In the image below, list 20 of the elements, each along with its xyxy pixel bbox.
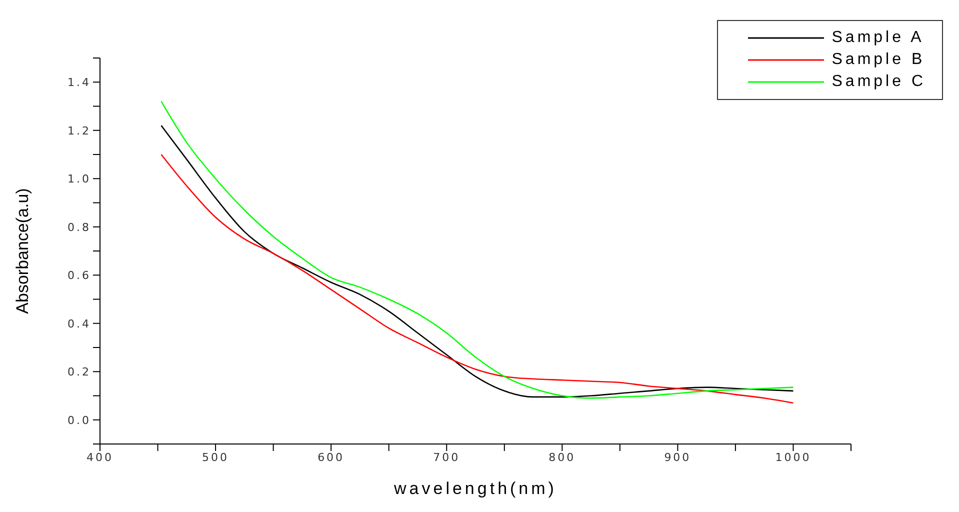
- x-tick-label: 800: [548, 450, 576, 464]
- x-axis-title: wavelength(nm): [393, 479, 557, 498]
- x-tick-label: 600: [318, 450, 345, 464]
- y-tick-label: 0.0: [68, 414, 91, 427]
- y-tick-label: 0.6: [68, 269, 91, 282]
- x-tick-label: 900: [664, 450, 692, 464]
- y-tick-label: 0.8: [68, 220, 91, 234]
- x-tick-label: 400: [86, 450, 114, 464]
- y-tick-label: 1.2: [68, 124, 91, 138]
- y-tick-label: 0.2: [68, 366, 91, 379]
- x-tick-label: 700: [433, 450, 460, 464]
- legend-label: Sample A: [832, 28, 924, 48]
- legend-label: Sample C: [832, 72, 926, 92]
- legend-label: Sample B: [832, 50, 926, 70]
- y-axis-title: Absorbance(a.u): [13, 188, 32, 314]
- x-tick-label: 500: [202, 450, 230, 464]
- x-tick-label: 1000: [775, 450, 812, 464]
- y-tick-label: 1.0: [68, 172, 91, 186]
- y-tick-label: 0.4: [68, 317, 91, 330]
- y-tick-label: 1.4: [68, 76, 91, 90]
